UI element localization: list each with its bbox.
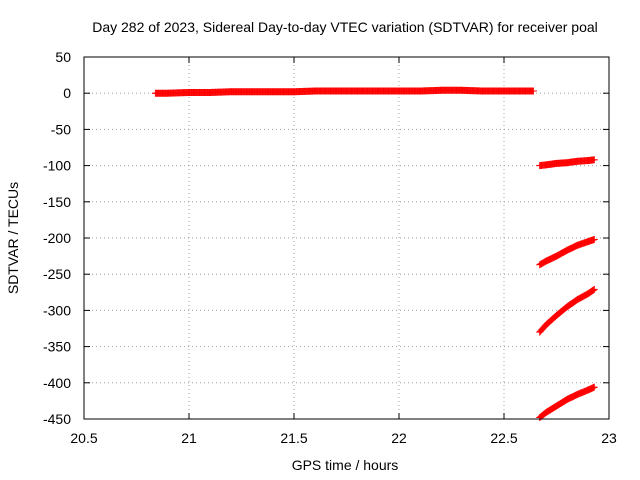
axis-ticks: 20.5 21 21.5 22 22.5 23 50 0 -50 -100 -150 -200 -250…	[43, 49, 617, 446]
x-tick-label: 21	[181, 430, 197, 446]
y-axis-label: SDTVAR / TECUs	[5, 182, 21, 294]
x-axis-label: GPS time / hours	[292, 457, 399, 473]
y-tick-label: -200	[43, 230, 71, 246]
data-point	[590, 383, 598, 391]
data-points	[151, 86, 598, 422]
chart-title: Day 282 of 2023, Sidereal Day-to-day VTE…	[92, 19, 598, 35]
y-tick-label: -100	[43, 158, 71, 174]
data-point	[590, 285, 598, 293]
y-tick-label: -300	[43, 302, 71, 318]
plot-frame	[83, 56, 610, 420]
grid-lines	[84, 57, 609, 419]
x-tick-label: 21.5	[280, 430, 307, 446]
x-tick-label: 22.5	[490, 430, 517, 446]
y-tick-label: -450	[43, 411, 71, 427]
x-tick-label: 22	[391, 430, 407, 446]
y-tick-label: -250	[43, 266, 71, 282]
x-tick-label: 20.5	[70, 430, 97, 446]
y-tick-label: -350	[43, 339, 71, 355]
y-tick-label: 0	[63, 85, 71, 101]
y-tick-label: 50	[55, 49, 71, 65]
x-tick-label: 23	[601, 430, 617, 446]
data-point	[590, 235, 598, 243]
data-point	[590, 286, 598, 294]
y-tick-label: -400	[43, 375, 71, 391]
y-tick-label: -150	[43, 194, 71, 210]
data-point	[529, 87, 537, 95]
y-tick-label: -50	[51, 121, 71, 137]
data-point	[590, 156, 598, 164]
data-point	[589, 286, 597, 294]
